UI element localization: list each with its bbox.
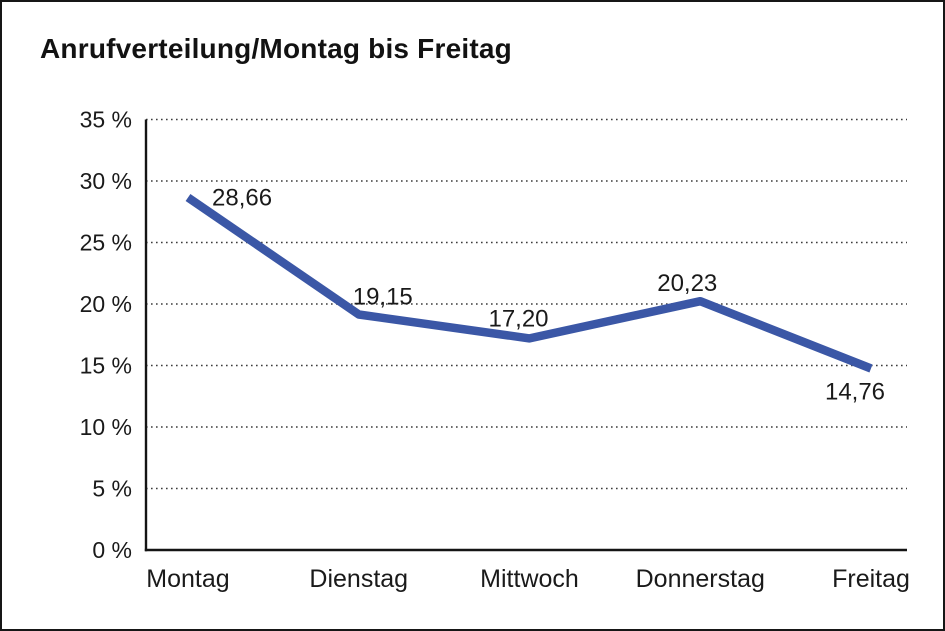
y-tick-label: 25 % (80, 230, 132, 256)
y-tick-label: 10 % (80, 414, 132, 440)
data-label: 19,15 (353, 283, 413, 310)
x-category-label: Donnerstag (636, 565, 765, 593)
data-label: 17,20 (488, 305, 548, 332)
x-category-label: Mittwoch (480, 565, 579, 593)
series-line (185, 193, 873, 373)
data-label: 14,76 (825, 378, 885, 405)
y-tick-label: 20 % (80, 291, 132, 317)
y-tick-label: 30 % (80, 168, 132, 194)
y-tick-label: 0 % (92, 537, 132, 563)
y-tick-label: 15 % (80, 353, 132, 379)
x-category-label: Dienstag (309, 565, 408, 593)
data-label: 28,66 (212, 184, 272, 211)
y-tick-label: 35 % (80, 107, 132, 133)
x-category-label: Freitag (832, 565, 910, 593)
chart-title: Anrufverteilung/Montag bis Freitag (40, 33, 512, 64)
data-label: 20,23 (657, 270, 717, 297)
x-category-label: Montag (146, 565, 229, 593)
y-tick-label: 5 % (92, 476, 132, 502)
